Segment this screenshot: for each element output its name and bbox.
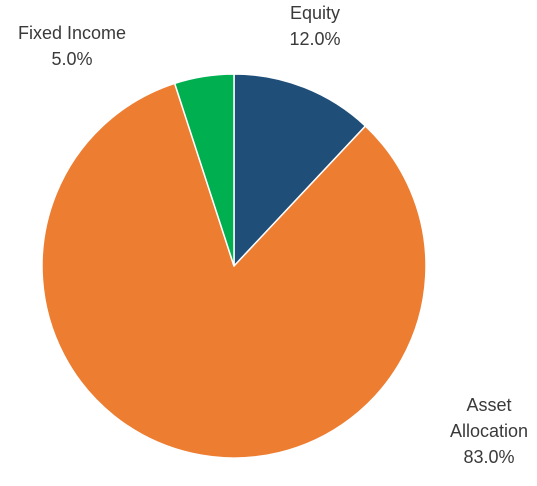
pie-slices (41, 73, 427, 459)
slice-value-label: 83.0% (463, 447, 514, 467)
slice-name-label: Fixed Income (18, 23, 126, 43)
pie-slice-fixed-income (173, 73, 235, 267)
slice-label-asset-allocation: Asset Allocation 83.0% (450, 395, 528, 467)
pie-slice-asset-allocation (41, 82, 427, 459)
slice-value-label: 12.0% (289, 29, 340, 49)
pie-slice-equity (233, 73, 367, 267)
slice-label-fixed-income: Fixed Income 5.0% (18, 23, 126, 69)
slice-name-label: Asset (466, 395, 511, 415)
slice-name-label: Allocation (450, 421, 528, 441)
slice-value-label: 5.0% (51, 49, 92, 69)
slice-label-equity: Equity 12.0% (289, 3, 340, 49)
slice-name-label: Equity (290, 3, 340, 23)
pie-labels: Equity 12.0% Asset Allocation 83.0% Fixed Inc… (18, 3, 528, 467)
